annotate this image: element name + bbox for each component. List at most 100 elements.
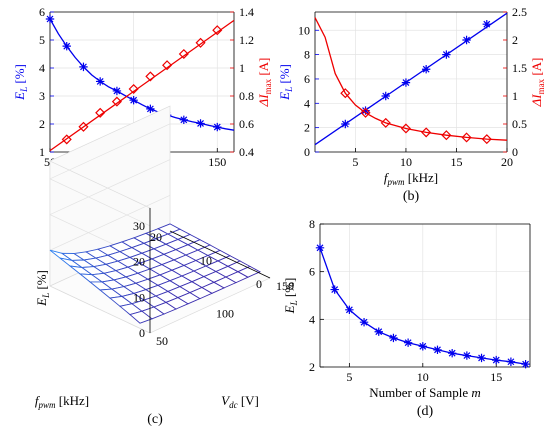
data-point <box>213 122 222 132</box>
data-point <box>462 35 471 45</box>
data-point <box>389 333 398 343</box>
data-point <box>146 104 155 114</box>
data-point <box>442 50 451 59</box>
y-tick-label: 4 <box>309 312 315 326</box>
data-point <box>128 83 139 95</box>
y-right-tick-label: 1.5 <box>512 61 527 75</box>
data-point <box>360 107 371 118</box>
data-point <box>441 130 452 141</box>
data-point <box>433 345 442 355</box>
y-right-axis-label-part: [A] <box>256 58 271 79</box>
y-tick-label: 3 <box>39 89 45 103</box>
x-tick-label: 5 <box>352 155 358 169</box>
x-tick-label: 20 <box>501 155 513 169</box>
data-point <box>421 127 432 138</box>
y-right-axis-label-part: ΔI <box>529 94 544 108</box>
y-tick-label: 6 <box>39 5 45 19</box>
x-axis-label: fpwm [kHz] <box>384 170 438 187</box>
z-axis-label-part: [%] <box>34 270 49 293</box>
x-axis-label: Number of Sample m <box>369 385 481 400</box>
data-point <box>340 88 351 99</box>
y-tick-label: 2 <box>39 117 45 131</box>
x-tick-label: 150 <box>208 155 226 169</box>
y-axis-label-part: L <box>289 300 299 306</box>
data-point <box>380 117 391 128</box>
vdc-tick-label: 50 <box>156 334 168 348</box>
grid-line <box>49 123 171 227</box>
data-point <box>461 132 472 143</box>
series-line <box>49 18 235 131</box>
fpwm-axis-label-part: f <box>35 393 41 408</box>
y-right-tick-label: 0.8 <box>239 89 254 103</box>
series-1 <box>45 14 235 132</box>
data-point <box>482 19 491 29</box>
y-right-axis-label-part: ΔI <box>256 94 271 108</box>
y-right-axis-label-part: max <box>536 78 546 94</box>
data-point <box>111 96 122 107</box>
data-point <box>359 317 369 327</box>
data-point <box>79 62 88 72</box>
data-point <box>95 107 106 118</box>
y-tick-label: 2 <box>304 121 310 135</box>
y-tick-label: 6 <box>309 265 315 279</box>
x-tick-label: 15 <box>490 370 502 384</box>
data-point <box>145 71 156 82</box>
y-tick-label: 1 <box>39 145 45 159</box>
vdc-axis <box>169 230 271 279</box>
data-point <box>112 86 122 96</box>
y-tick-label: 4 <box>304 96 310 110</box>
vdc-axis-label: Vdc [V] <box>221 393 259 410</box>
data-point <box>129 96 138 105</box>
y-right-axis-label: ΔImax [A] <box>529 58 546 108</box>
vdc-axis-label-part: [V] <box>238 393 259 408</box>
data-point <box>178 48 189 60</box>
data-point <box>421 65 431 74</box>
y-right-tick-label: 0.5 <box>512 117 527 131</box>
surface-cell <box>236 265 262 278</box>
caption: (c) <box>147 412 163 427</box>
y-right-axis-label-part: [A] <box>529 58 544 79</box>
x-axis-label-part: Number of Sample <box>369 385 471 400</box>
z-tick-label: 20 <box>133 255 145 269</box>
series-2 <box>314 17 508 145</box>
data-point <box>477 353 486 363</box>
data-point <box>521 359 530 369</box>
fpwm-axis-label-part: pwm <box>38 400 57 410</box>
z-tick-label: 30 <box>133 219 145 233</box>
y-axis-label: EL [%] <box>12 64 29 101</box>
data-point <box>400 123 411 134</box>
x-tick-label: 10 <box>400 155 412 169</box>
y-right-tick-label: 0 <box>512 145 518 159</box>
y-axis-label-part: E <box>12 92 27 101</box>
data-point <box>447 348 457 358</box>
y-axis-label-part: L <box>284 87 294 93</box>
z-tick-label: 0 <box>139 326 145 340</box>
data-point <box>95 77 105 86</box>
x-axis-label-part: [kHz] <box>405 170 439 185</box>
y-right-tick-label: 2 <box>512 33 518 47</box>
y-right-tick-label: 0.4 <box>239 145 254 159</box>
data-point <box>481 134 492 145</box>
data-point <box>195 37 206 48</box>
data-point <box>403 338 413 347</box>
data-point <box>212 25 223 36</box>
data-point <box>374 327 383 336</box>
y-right-axis-label: ΔImax [A] <box>256 58 273 108</box>
y-tick-label: 4 <box>39 61 45 75</box>
fpwm-axis-label: fpwm [kHz] <box>35 393 89 410</box>
data-point <box>462 351 472 360</box>
vdc-axis-label-part: V <box>221 393 231 408</box>
fpwm-tick-label: 0 <box>256 277 262 291</box>
x-axis-label-part: m <box>471 385 480 400</box>
series-1 <box>315 243 530 369</box>
z-axis-label: EL [%] <box>34 270 51 307</box>
y-right-tick-label: 2.5 <box>512 5 527 19</box>
data-point <box>179 115 189 124</box>
vdc-axis-label-part: dc <box>229 400 238 410</box>
data-point <box>196 119 205 128</box>
y-tick-label: 5 <box>39 33 45 47</box>
data-point <box>315 243 325 253</box>
